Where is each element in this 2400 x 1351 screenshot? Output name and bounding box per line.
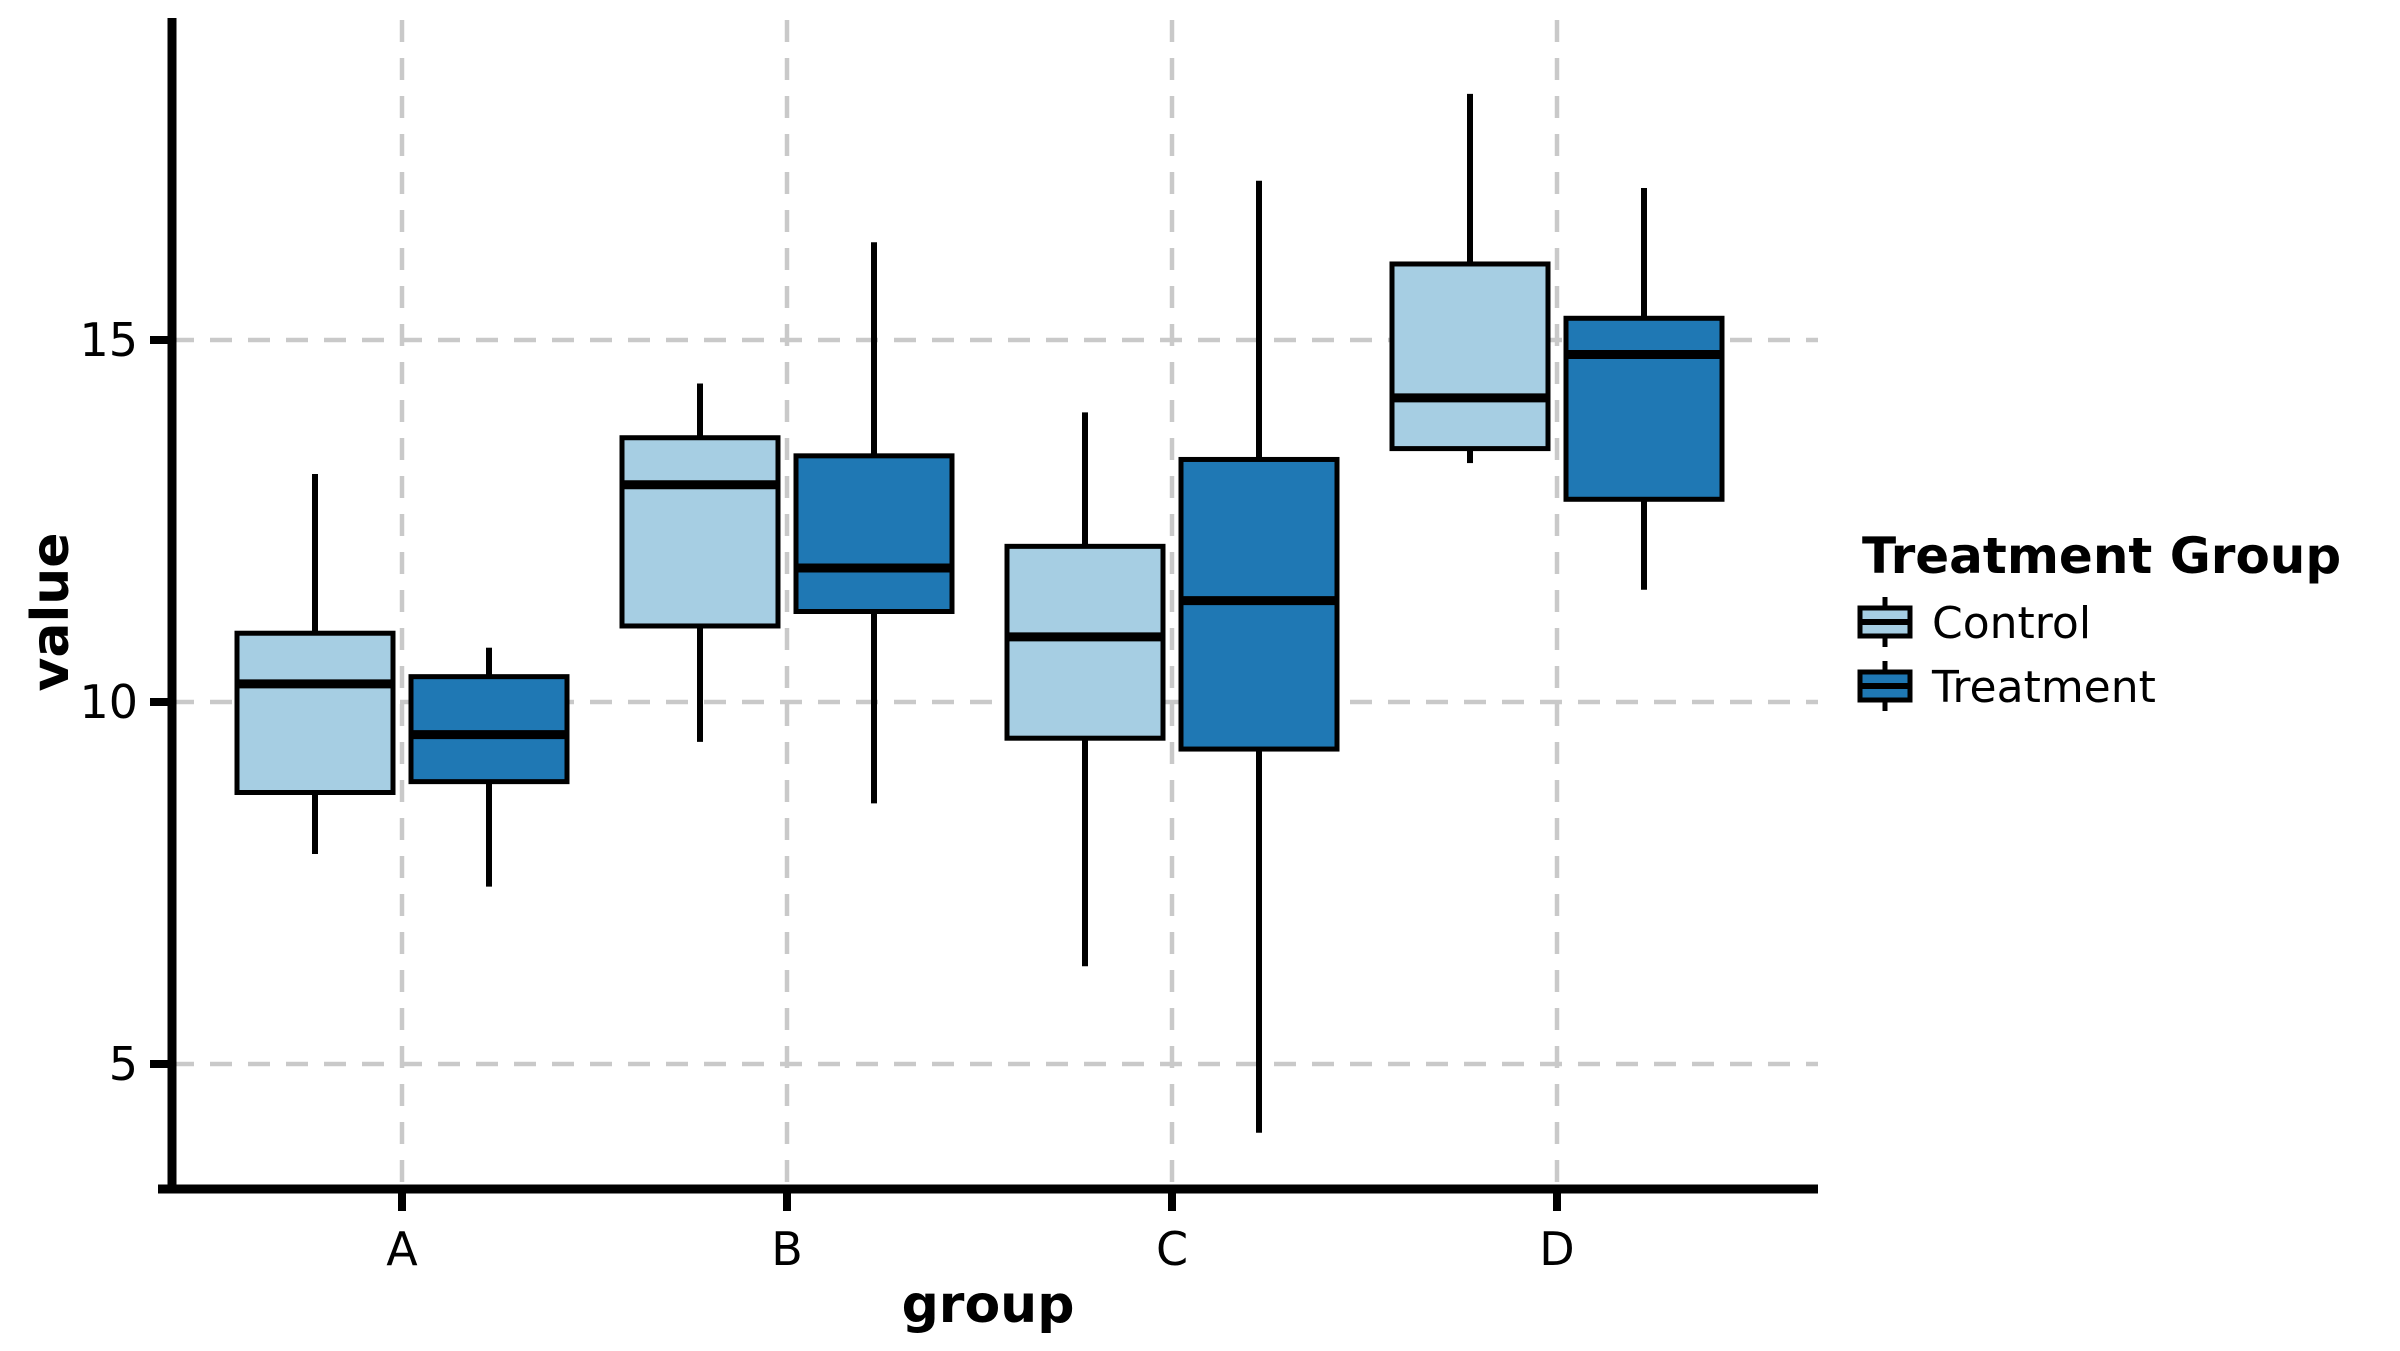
gridlines: [172, 20, 1818, 1189]
box-B-Treatment: [793, 453, 955, 614]
boxplot-boxes: [234, 93, 1725, 1133]
x-tick-label-B: B: [771, 1222, 803, 1276]
box-A-Treatment: [408, 674, 570, 785]
x-tick-label-C: C: [1156, 1222, 1188, 1276]
x-tick-label-D: D: [1539, 1222, 1574, 1276]
box-C-Control: [1004, 543, 1166, 741]
boxplot-key-icon: [1857, 597, 1913, 647]
boxplot-key-icon: [1857, 661, 1913, 711]
y-axis-title: value: [21, 532, 81, 691]
y-tick-label-15: 15: [79, 313, 138, 367]
legend: Treatment Group Control Treatment: [1857, 527, 2341, 713]
box-D-Treatment: [1563, 315, 1725, 502]
x-tick-label-A: A: [386, 1222, 418, 1276]
tick-labels: 5 10 15 A B C D: [79, 313, 1574, 1276]
y-tick-label-5: 5: [109, 1037, 138, 1091]
legend-item-control: Control: [1857, 597, 2091, 649]
box-D-Control: [1389, 261, 1551, 452]
legend-title: Treatment Group: [1862, 527, 2341, 585]
legend-item-treatment: Treatment: [1857, 661, 2156, 713]
legend-label-treatment: Treatment: [1931, 662, 2156, 713]
x-axis-title: group: [902, 1275, 1075, 1335]
box-A-Control: [234, 630, 396, 795]
legend-label-control: Control: [1932, 598, 2091, 649]
y-tick-label-10: 10: [79, 675, 138, 729]
axes: [150, 18, 1818, 1211]
box-B-Control: [619, 435, 781, 629]
